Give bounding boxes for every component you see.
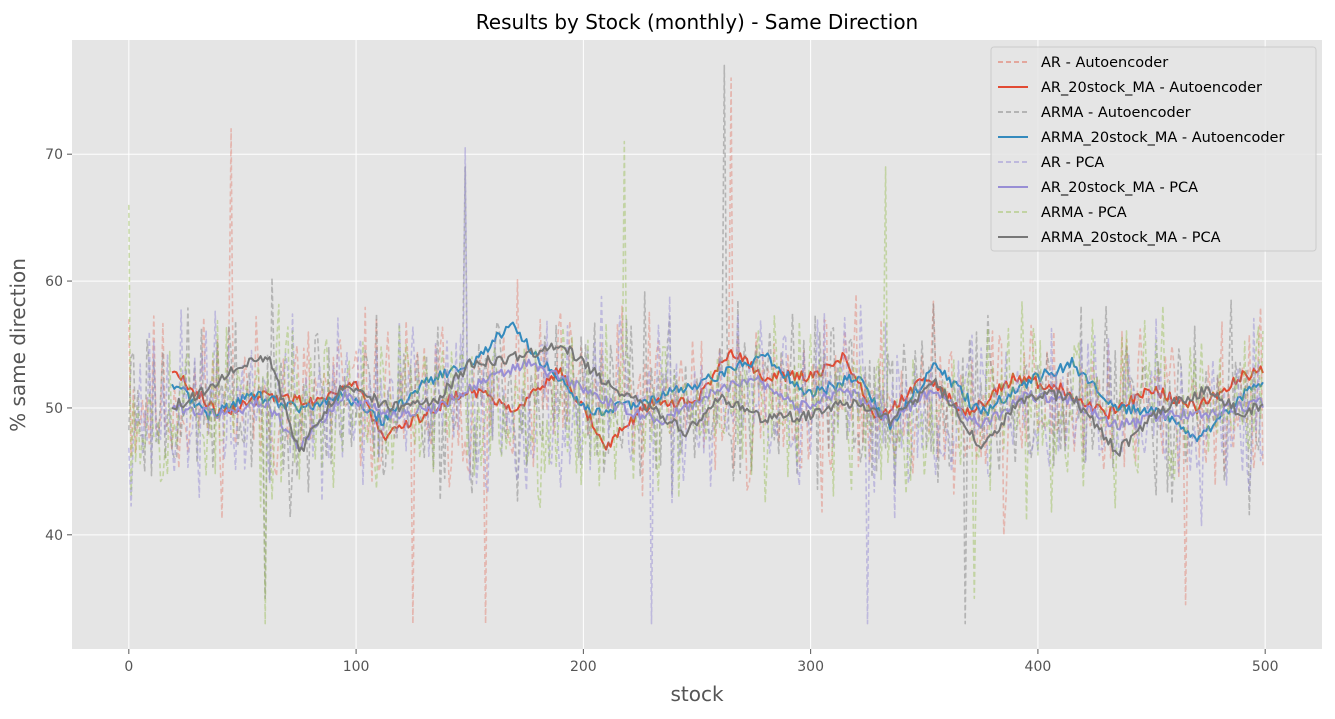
series-line-ar-20stock-ma-autoencoder xyxy=(171,349,1264,451)
legend-label: AR - Autoencoder xyxy=(1041,55,1168,71)
x-tick-label: 0 xyxy=(124,659,133,675)
y-axis-label: % same direction xyxy=(6,258,30,432)
x-tick-label: 100 xyxy=(343,659,370,675)
x-tick-label: 400 xyxy=(1025,659,1052,675)
chart-title: Results by Stock (monthly) - Same Direct… xyxy=(476,10,918,34)
legend-label: ARMA - PCA xyxy=(1041,205,1127,221)
legend-label: AR - PCA xyxy=(1041,155,1104,171)
y-tick-label: 70 xyxy=(45,147,63,163)
legend-label: ARMA_20stock_MA - Autoencoder xyxy=(1041,130,1284,146)
series-line-arma-pca xyxy=(128,140,1264,625)
legend-label: AR_20stock_MA - Autoencoder xyxy=(1041,80,1262,96)
y-tick-label: 50 xyxy=(45,401,63,417)
series-line-arma-autoencoder xyxy=(128,64,1264,625)
series-line-arma-20stock-ma-pca xyxy=(171,342,1264,457)
series-lines xyxy=(128,64,1264,625)
x-tick-label: 500 xyxy=(1252,659,1279,675)
series-line-ar-pca xyxy=(128,147,1264,625)
y-axis-ticks: 40 50 60 70 xyxy=(45,147,72,544)
legend-label: AR_20stock_MA - PCA xyxy=(1041,180,1198,196)
legend-label: ARMA_20stock_MA - PCA xyxy=(1041,230,1221,246)
x-axis-label: stock xyxy=(670,682,723,706)
y-tick-label: 40 xyxy=(45,528,63,544)
legend-label: ARMA - Autoencoder xyxy=(1041,105,1191,121)
x-tick-label: 200 xyxy=(570,659,597,675)
legend-frame xyxy=(990,46,1317,252)
x-axis-ticks: 0 100 200 300 400 500 xyxy=(124,649,1279,675)
legend: AR - Autoencoder AR_20stock_MA - Autoenco… xyxy=(990,46,1317,252)
y-tick-label: 60 xyxy=(45,274,63,290)
x-tick-label: 300 xyxy=(797,659,824,675)
